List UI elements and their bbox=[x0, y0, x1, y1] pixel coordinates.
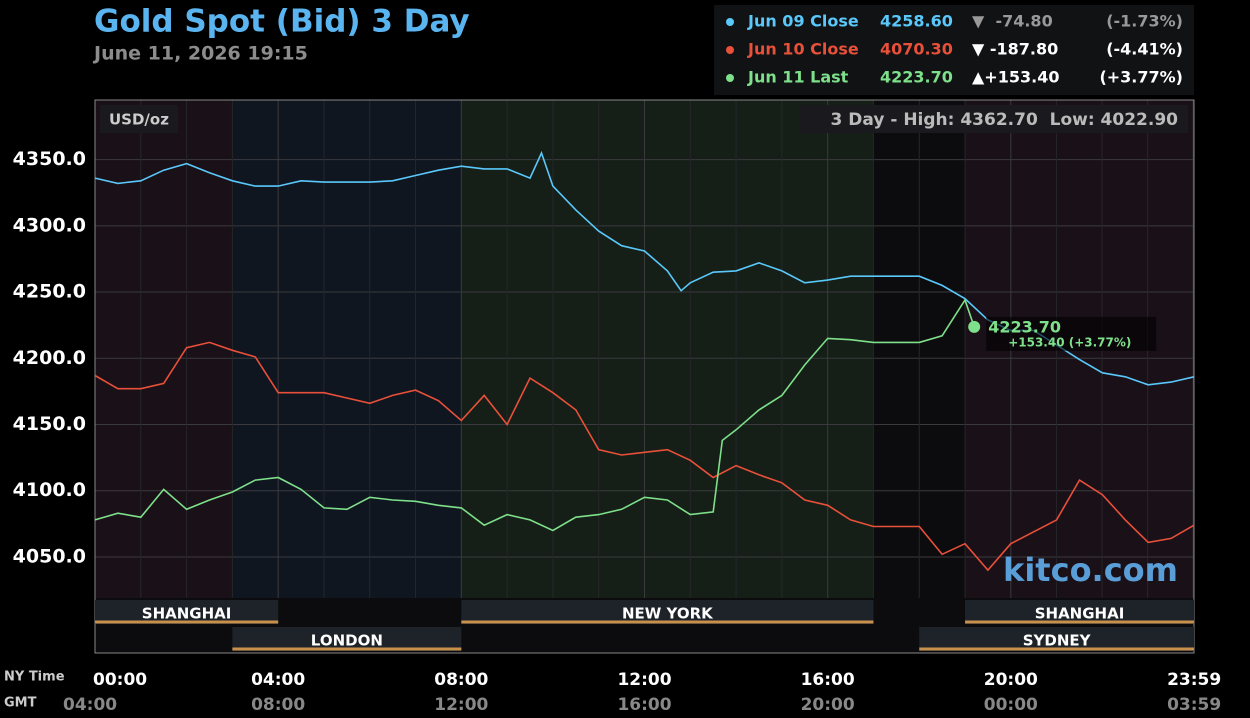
x-tick-label-gmt: 03:59 bbox=[1167, 695, 1221, 715]
series-line bbox=[94, 298, 975, 532]
legend-change: ▼ -187.80 bbox=[972, 40, 1058, 59]
x-row-label: GMT bbox=[4, 696, 37, 711]
x-tick-label: 16:00 bbox=[801, 670, 855, 690]
unit-box bbox=[100, 105, 178, 133]
legend-dot bbox=[726, 46, 734, 54]
last-point-box bbox=[986, 316, 1157, 351]
legend-last: 4223.70 bbox=[880, 68, 953, 87]
x-tick-label-gmt: 04:00 bbox=[63, 695, 117, 715]
legend-dot bbox=[726, 74, 734, 82]
session-shade bbox=[232, 100, 462, 598]
session-bar bbox=[95, 600, 279, 624]
legend-name: Jun 09 Close bbox=[747, 12, 859, 31]
x-tick-label: 23:59 bbox=[1167, 670, 1221, 690]
y-tick-label: 4350.0 bbox=[13, 148, 86, 170]
legend-change: ▼ -74.80 bbox=[972, 12, 1053, 31]
x-row-label: NY Time bbox=[4, 670, 65, 685]
session-label: NEW YORK bbox=[622, 605, 714, 623]
last-point-sublabel: +153.40 (+3.77%) bbox=[1008, 335, 1131, 349]
session-label: LONDON bbox=[311, 632, 383, 650]
y-tick-label: 4100.0 bbox=[13, 479, 86, 501]
x-tick-label-gmt: 08:00 bbox=[251, 695, 305, 715]
y-tick-label: 4050.0 bbox=[13, 545, 86, 567]
legend-dot bbox=[726, 18, 734, 26]
last-point-label: 4223.70 bbox=[988, 317, 1061, 336]
y-tick-label: 4300.0 bbox=[13, 214, 86, 236]
legend-last: 4070.30 bbox=[880, 40, 953, 59]
x-tick-label: 08:00 bbox=[434, 670, 488, 690]
legend-pct: (-4.41%) bbox=[1106, 40, 1183, 59]
watermark: kitco.com bbox=[1003, 551, 1178, 589]
session-label: SYDNEY bbox=[1023, 632, 1092, 650]
y-tick-label: 4250.0 bbox=[13, 281, 86, 303]
session-bar bbox=[461, 600, 874, 624]
x-tick-label-gmt: 16:00 bbox=[617, 695, 671, 715]
session-bar bbox=[919, 627, 1194, 651]
session-label: SHANGHAI bbox=[142, 605, 232, 623]
legend-pct: (-1.73%) bbox=[1106, 12, 1183, 31]
x-tick-label: 00:00 bbox=[93, 670, 147, 690]
x-tick-label-gmt: 20:00 bbox=[801, 695, 855, 715]
x-tick-label-gmt: 12:00 bbox=[434, 695, 488, 715]
legend-name: Jun 11 Last bbox=[747, 68, 849, 87]
series-line bbox=[94, 341, 1195, 572]
range-box bbox=[800, 105, 1188, 133]
session-bar bbox=[232, 627, 462, 651]
y-tick-label: 4150.0 bbox=[13, 413, 86, 435]
legend-pct: (+3.77%) bbox=[1099, 68, 1183, 87]
x-tick-label: 04:00 bbox=[251, 670, 305, 690]
session-bar bbox=[965, 600, 1194, 624]
session-label: SHANGHAI bbox=[1035, 605, 1125, 623]
x-tick-label: 12:00 bbox=[617, 670, 671, 690]
last-point bbox=[968, 320, 981, 333]
session-shade bbox=[461, 100, 874, 598]
legend-name: Jun 10 Close bbox=[747, 40, 859, 59]
x-tick-label-gmt: 00:00 bbox=[984, 695, 1038, 715]
x-tick-label: 20:00 bbox=[984, 670, 1038, 690]
plot-frame bbox=[94, 99, 1195, 654]
chart-subtitle: June 11, 2026 19:15 bbox=[92, 43, 308, 65]
legend-last: 4258.60 bbox=[880, 12, 953, 31]
legend-change: ▲+153.40 bbox=[972, 68, 1059, 87]
legend-box bbox=[714, 5, 1194, 95]
y-tick-label: 4200.0 bbox=[13, 347, 86, 369]
chart-title: Gold Spot (Bid) 3 Day bbox=[94, 4, 470, 40]
range-label: 3 Day - High: 4362.70 Low: 4022.90 bbox=[831, 110, 1179, 130]
unit-label: USD/oz bbox=[109, 111, 169, 129]
